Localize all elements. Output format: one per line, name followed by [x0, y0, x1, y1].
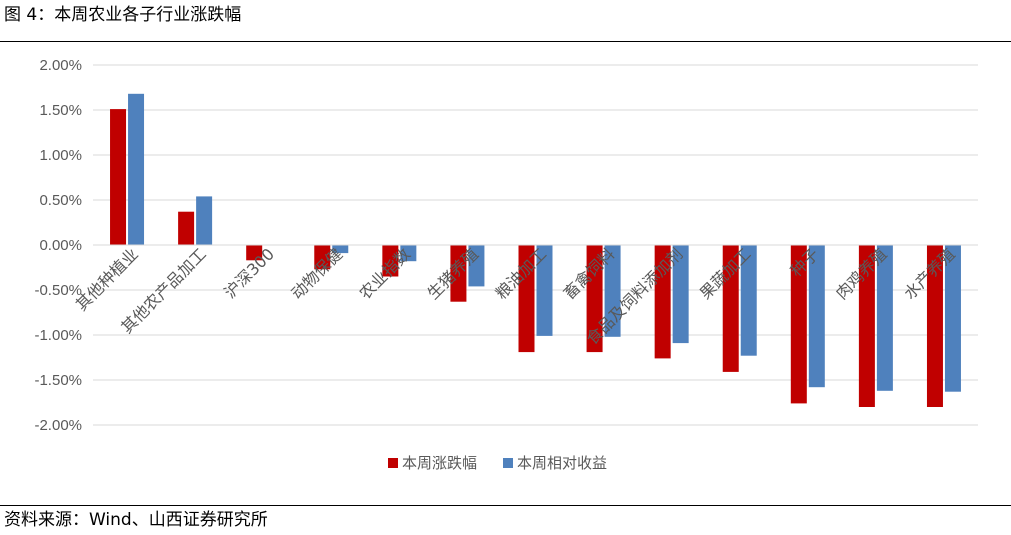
bar-relative-return	[468, 245, 485, 287]
bar-relative-return	[944, 245, 961, 392]
y-axis-tick-labels: 2.00% 1.50% 1.00% 0.50% 0.00% -0.50% -1.00% -1.…	[34, 57, 82, 434]
bar-weekly-change	[654, 245, 671, 359]
bar-weekly-change	[246, 245, 263, 261]
bottom-rule	[0, 505, 1011, 506]
y-tick-label: -0.50%	[34, 282, 82, 299]
bar-weekly-change	[858, 245, 875, 407]
bars	[93, 93, 978, 407]
legend-label: 本周涨跌幅	[402, 454, 477, 472]
bar-weekly-change	[314, 245, 331, 270]
bar-relative-return	[876, 245, 893, 391]
bar-relative-return	[400, 245, 417, 262]
bar-relative-return	[808, 245, 825, 388]
bar-relative-return	[128, 93, 145, 245]
figure-source: 资料来源：Wind、山西证券研究所	[4, 510, 268, 530]
bar-relative-return	[604, 245, 621, 337]
legend-swatch	[503, 458, 513, 468]
bar-relative-return	[672, 245, 689, 344]
figure-title: 图 4：本周农业各子行业涨跌幅	[4, 5, 242, 25]
bar-weekly-change	[518, 245, 535, 353]
bar-weekly-change	[790, 245, 807, 404]
y-tick-label: 2.00%	[39, 57, 82, 74]
bar-weekly-change	[450, 245, 467, 302]
legend-label: 本周相对收益	[517, 454, 607, 472]
y-tick-label: -1.50%	[34, 372, 82, 389]
legend: 本周涨跌幅 本周相对收益	[388, 454, 607, 472]
y-tick-label: 0.50%	[39, 192, 82, 209]
y-tick-label: -1.00%	[34, 327, 82, 344]
y-tick-label: -2.00%	[34, 417, 82, 434]
bar-relative-return	[536, 245, 553, 336]
top-rule	[0, 41, 1011, 42]
bar-weekly-change	[722, 245, 739, 372]
legend-swatch	[388, 458, 398, 468]
bar-weekly-change	[926, 245, 943, 407]
y-tick-label: 1.50%	[39, 102, 82, 119]
y-tick-label: 1.00%	[39, 147, 82, 164]
category-label: 其他种植业	[72, 244, 142, 314]
bar-weekly-change	[586, 245, 603, 353]
y-tick-label: 0.00%	[39, 237, 82, 254]
bar-relative-return	[740, 245, 757, 356]
bar-weekly-change	[178, 211, 195, 245]
bar-weekly-change	[382, 245, 399, 277]
bar-weekly-change	[110, 109, 127, 245]
bar-relative-return	[196, 196, 213, 245]
bar-chart: 2.00% 1.50% 1.00% 0.50% 0.00% -0.50% -1.00% -1.…	[34, 57, 978, 472]
bar-relative-return	[332, 245, 349, 254]
